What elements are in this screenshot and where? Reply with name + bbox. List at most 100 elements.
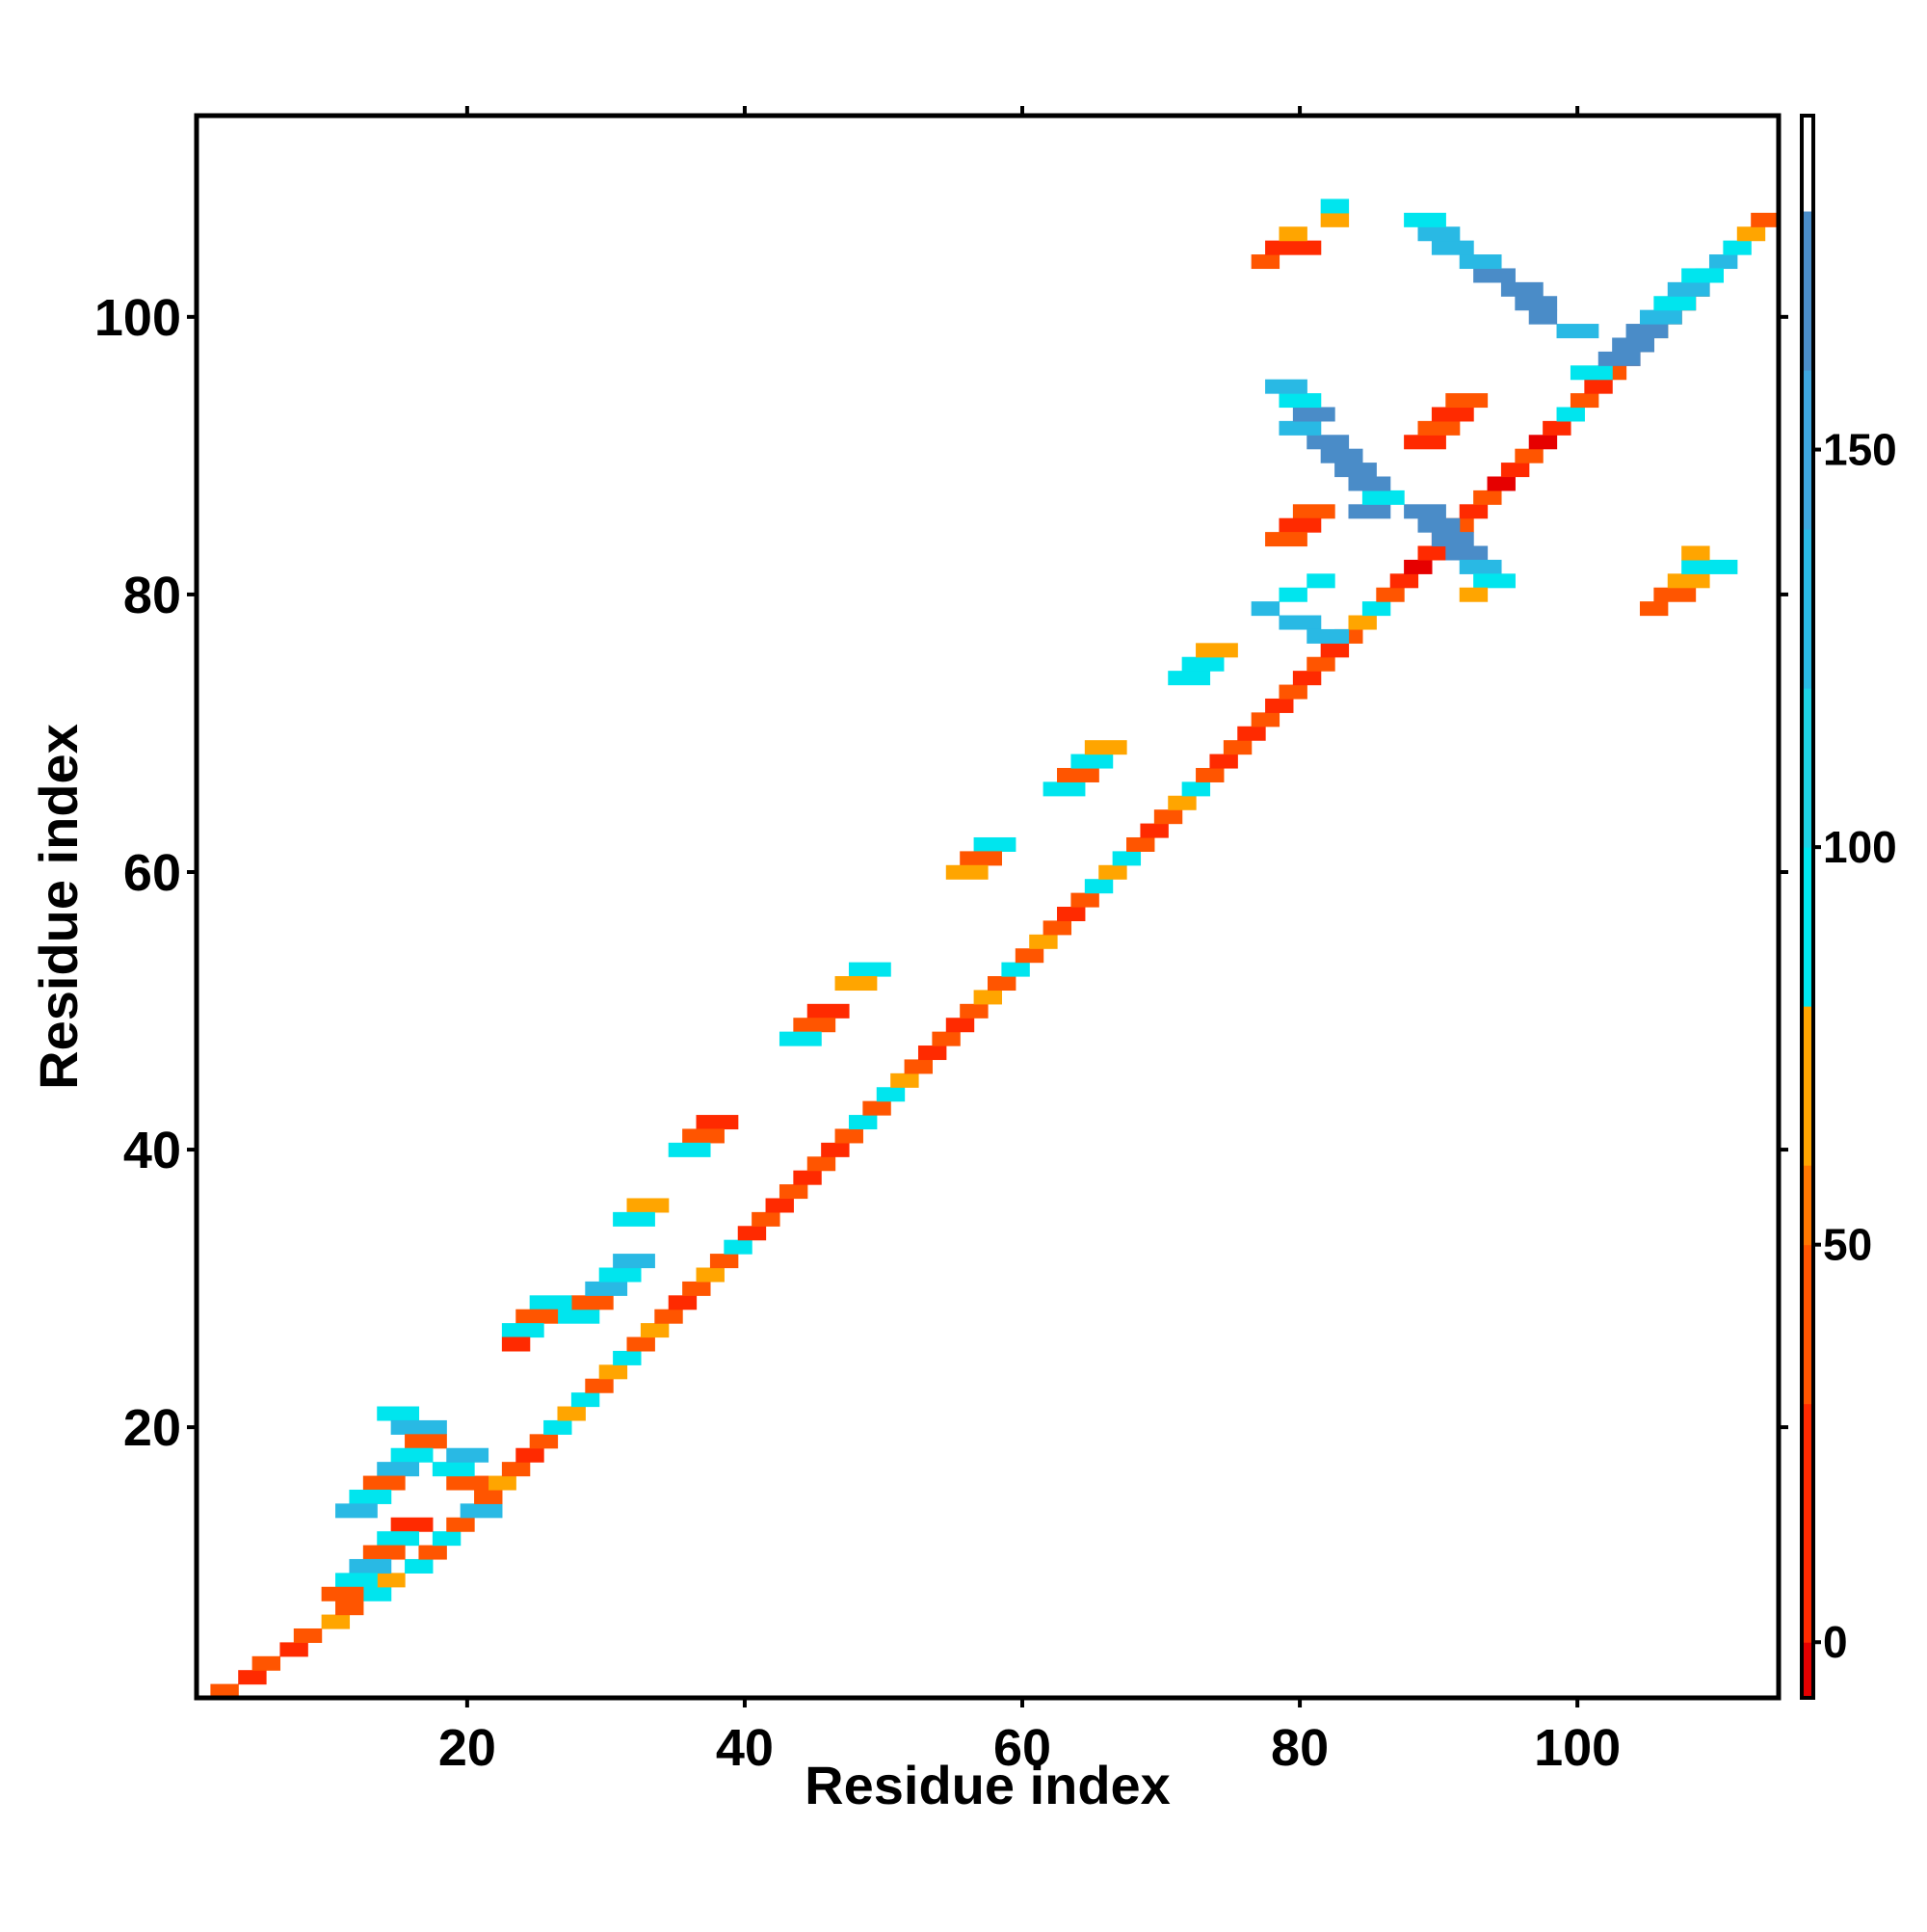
- heatmap-cell: [418, 1545, 447, 1560]
- heatmap-cell: [1279, 517, 1322, 533]
- heatmap-cell: [821, 1142, 850, 1157]
- heatmap-cell: [543, 1419, 572, 1435]
- heatmap-cell: [1667, 573, 1710, 589]
- heatmap-cell: [1612, 337, 1654, 353]
- heatmap-cell: [1279, 393, 1322, 409]
- heatmap-cell: [405, 1434, 447, 1449]
- heatmap-cell: [682, 1128, 725, 1144]
- heatmap-cell: [432, 1462, 475, 1477]
- heatmap-cell: [890, 1072, 919, 1088]
- colorbar-band: [1802, 1642, 1813, 1699]
- heatmap-cell: [1279, 420, 1322, 436]
- heatmap-cell: [1153, 809, 1183, 825]
- heatmap-cell: [377, 1406, 420, 1421]
- heatmap-cell: [1515, 296, 1558, 311]
- heatmap-cell: [1057, 907, 1086, 922]
- heatmap-cell: [321, 1614, 351, 1629]
- x-axis-title: Residue index: [805, 1755, 1171, 1815]
- heatmap-cell: [1084, 879, 1114, 894]
- heatmap-cell: [446, 1475, 489, 1491]
- heatmap-cell: [1528, 309, 1558, 325]
- axes: 20 40 60 80 100 20 40 60 80 100: [94, 106, 1788, 1777]
- colorbar-tick-label: 50: [1823, 1220, 1872, 1270]
- heatmap-cell: [1431, 407, 1474, 422]
- heatmap-cell: [335, 1601, 364, 1616]
- heatmap-cell: [1445, 545, 1489, 561]
- heatmap-cell: [1445, 393, 1489, 409]
- heatmap-cell: [1251, 712, 1280, 728]
- heatmap-cell: [1681, 559, 1738, 574]
- heatmap-cell: [752, 1211, 780, 1227]
- heatmap-cell: [1070, 754, 1114, 769]
- colorbar-band: [1802, 1165, 1813, 1246]
- heatmap-cell: [377, 1462, 420, 1477]
- heatmap-cell: [1625, 324, 1669, 339]
- heatmap-cell: [848, 962, 891, 977]
- colorbar-band: [1802, 529, 1813, 689]
- heatmap-cell: [585, 1281, 628, 1296]
- heatmap-cell: [806, 1003, 850, 1019]
- heatmap-cells: [210, 198, 1780, 1699]
- heatmap-cell: [1112, 851, 1142, 866]
- heatmap-cell: [1376, 587, 1405, 602]
- heatmap-cell: [834, 1128, 863, 1144]
- heatmap-cell: [1126, 836, 1155, 852]
- heatmap-cell: [515, 1447, 544, 1463]
- colorbar-frame: [1800, 114, 1815, 1700]
- heatmap-cell: [1431, 240, 1474, 255]
- heatmap-cell: [1681, 268, 1724, 283]
- heatmap-cell: [570, 1392, 600, 1408]
- y-tick-label: 100: [94, 289, 181, 347]
- heatmap-cell: [613, 1254, 655, 1269]
- colorbar-band: [1802, 1403, 1813, 1643]
- heatmap-cell: [1279, 615, 1322, 630]
- heatmap-cell: [973, 836, 1016, 852]
- heatmap-cell: [390, 1517, 434, 1532]
- heatmap-cell: [1404, 504, 1446, 519]
- heatmap-cell: [945, 864, 989, 880]
- heatmap-cell: [557, 1406, 586, 1421]
- heatmap-cell: [1723, 240, 1752, 255]
- plot-frame: [194, 113, 1782, 1701]
- heatmap-cell: [1237, 726, 1266, 741]
- heatmap-cell: [1459, 587, 1489, 602]
- heatmap-cell: [1043, 781, 1086, 797]
- heatmap-cell: [1168, 795, 1197, 810]
- heatmap-cell: [335, 1573, 378, 1588]
- y-tick-label: 40: [123, 1122, 181, 1179]
- heatmap-cell: [474, 1489, 503, 1504]
- heatmap-cell: [1223, 740, 1253, 755]
- heatmap-cell: [793, 1170, 822, 1185]
- heatmap-cell: [335, 1503, 378, 1519]
- heatmap-cell: [321, 1586, 364, 1601]
- heatmap-cell: [862, 1100, 891, 1116]
- heatmap-cell: [598, 1267, 642, 1283]
- heatmap-cell: [1140, 823, 1169, 838]
- heatmap-cell: [1084, 740, 1127, 755]
- colorbar: 0 50 100 150: [1800, 114, 1897, 1700]
- colorbar-band: [1802, 847, 1813, 1007]
- heatmap-cell: [1181, 656, 1225, 672]
- x-tick-label: 80: [1271, 1719, 1329, 1777]
- heatmap-cell: [1487, 476, 1516, 491]
- heatmap-cell: [1320, 643, 1350, 658]
- heatmap-cell: [988, 976, 1016, 992]
- heatmap-cell: [349, 1558, 392, 1574]
- heatmap-cell: [598, 1364, 628, 1380]
- heatmap-cell: [779, 1031, 822, 1046]
- heatmap-cell: [1361, 601, 1391, 617]
- heatmap-cell: [446, 1517, 475, 1532]
- heatmap-cell: [765, 1198, 794, 1213]
- heatmap-cell: [1292, 407, 1335, 422]
- heatmap-cell: [362, 1475, 406, 1491]
- colorbar-band: [1802, 1006, 1813, 1166]
- heatmap-cell: [1570, 393, 1599, 409]
- heatmap-cell: [1473, 268, 1516, 283]
- heatmap-cell: [1404, 559, 1433, 574]
- y-tick-label: 20: [123, 1399, 181, 1457]
- heatmap-cell: [1473, 490, 1502, 505]
- heatmap-cell: [1751, 212, 1780, 227]
- heatmap-cell: [960, 1003, 989, 1019]
- heatmap-cell: [1653, 296, 1697, 311]
- heatmap-cell: [446, 1447, 489, 1463]
